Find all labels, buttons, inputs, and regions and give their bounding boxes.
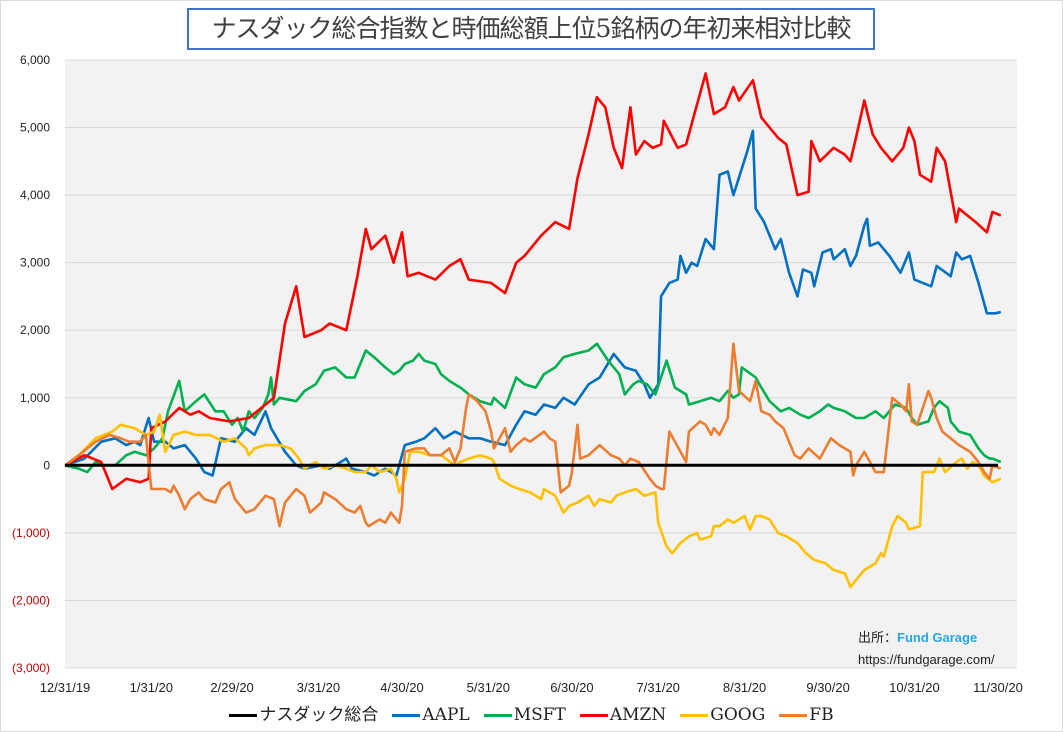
x-tick-label: 12/31/19: [40, 680, 91, 695]
y-tick-label: 5,000: [20, 121, 50, 135]
legend-item: ナスダック総合: [229, 700, 378, 725]
y-tick-label: (1,000): [12, 526, 50, 540]
y-tick-label: 4,000: [20, 188, 50, 202]
source-brand: Fund Garage: [897, 630, 978, 645]
legend-item: GOOG: [680, 705, 765, 725]
x-tick-label: 4/30/20: [380, 680, 423, 695]
x-tick-label: 7/31/20: [637, 680, 680, 695]
x-tick-label: 3/31/20: [297, 680, 340, 695]
series-line-msft: [64, 342, 1002, 474]
legend-label: GOOG: [710, 705, 766, 725]
legend-item: AAPL: [392, 705, 470, 725]
y-tick-label: 6,000: [20, 53, 50, 67]
legend: ナスダック総合 AAPL MSFT AMZN GOOG FB: [0, 700, 1063, 725]
x-tick-label: 10/31/20: [889, 680, 940, 695]
x-tick-label: 1/31/20: [130, 680, 173, 695]
series-line-aapl: [64, 129, 1002, 477]
source-url[interactable]: https://fundgarage.com/: [858, 652, 995, 667]
y-tick-label: 3,000: [20, 256, 50, 270]
plot-area: [65, 60, 1017, 668]
legend-label: FB: [809, 705, 834, 725]
x-tick-label: 2/29/20: [210, 680, 253, 695]
legend-swatch: [229, 714, 258, 717]
legend-label: ナスダック総合: [259, 705, 379, 725]
y-tick-label: 0: [43, 458, 50, 472]
legend-label: AAPL: [422, 705, 470, 725]
chart-title: ナスダック総合指数と時価総額上位5銘柄の年初来相対比較: [187, 8, 875, 50]
series-line-goog: [64, 413, 1002, 589]
legend-swatch: [779, 714, 808, 717]
y-tick-label: (2,000): [12, 593, 50, 607]
legend-label: MSFT: [513, 705, 566, 725]
source-note: 出所：Fund Garage https://fundgarage.com/: [858, 627, 995, 671]
x-tick-label: 9/30/20: [806, 680, 849, 695]
x-tick-label: 11/30/20: [973, 680, 1023, 695]
legend-item: AMZN: [579, 705, 667, 725]
x-tick-label: 6/30/20: [550, 680, 593, 695]
series-line-fb: [64, 342, 1002, 528]
legend-swatch: [483, 714, 512, 717]
legend-swatch: [579, 714, 608, 717]
legend-item: MSFT: [483, 705, 566, 725]
x-tick-label: 8/31/20: [723, 680, 766, 695]
series-line-amzn: [64, 72, 1002, 491]
legend-swatch: [680, 714, 709, 717]
source-prefix: 出所：: [858, 630, 898, 645]
y-tick-label: 2,000: [20, 323, 50, 337]
x-tick-label: 5/31/20: [467, 680, 510, 695]
y-tick-label: 1,000: [20, 391, 50, 405]
legend-swatch: [392, 714, 421, 717]
legend-label: AMZN: [609, 705, 667, 725]
legend-item: FB: [779, 705, 834, 725]
y-tick-label: (3,000): [12, 661, 50, 675]
